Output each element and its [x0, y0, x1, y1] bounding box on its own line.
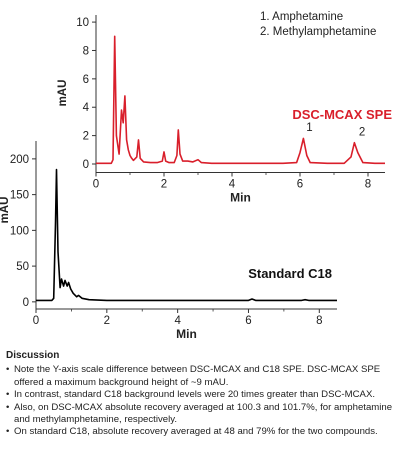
legend-entry: 2. Methylamphetamine — [260, 26, 376, 38]
y-tick-label: 10 — [76, 17, 89, 29]
discussion-bullet: Note the Y-axis scale difference between… — [6, 364, 408, 389]
y-tick-label: 6 — [83, 74, 89, 86]
y-tick-label: 0 — [83, 159, 89, 171]
y-axis-label: mAU — [57, 80, 69, 107]
y-tick-label: 100 — [10, 225, 29, 237]
x-tick-label: 6 — [245, 315, 251, 327]
chromatogram-trace — [36, 168, 337, 302]
x-tick-label: 4 — [229, 179, 236, 191]
y-tick-label: 150 — [10, 190, 29, 202]
x-tick-label: 0 — [33, 315, 39, 327]
discussion-title: Discussion — [6, 350, 60, 361]
x-tick-label: 2 — [161, 179, 167, 191]
peak-label: 1 — [306, 122, 312, 134]
y-tick-label: 8 — [83, 45, 89, 57]
x-tick-label: 6 — [297, 179, 303, 191]
x-tick-label: 8 — [316, 315, 322, 327]
y-tick-label: 200 — [10, 154, 29, 166]
y-tick-label: 0 — [23, 297, 29, 309]
x-tick-label: 8 — [365, 179, 371, 191]
legend-entry: 1. Amphetamine — [260, 11, 343, 23]
y-tick-label: 2 — [83, 131, 89, 143]
x-tick-label: 4 — [174, 315, 181, 327]
x-tick-label: 0 — [93, 179, 99, 191]
y-axis-label: mAU — [0, 197, 11, 224]
y-tick-label: 50 — [16, 261, 29, 273]
x-axis-label: Min — [176, 327, 197, 341]
x-tick-label: 2 — [104, 315, 110, 327]
chromatogram-trace — [96, 35, 385, 165]
discussion-bullet: On standard C18, absolute recovery avera… — [6, 426, 408, 439]
y-tick-label: 4 — [83, 102, 90, 114]
series-name-label: Standard C18 — [248, 266, 332, 281]
peak-label: 2 — [359, 126, 365, 138]
discussion-section: Discussion Note the Y-axis scale differe… — [6, 350, 408, 439]
x-axis-label: Min — [230, 191, 251, 205]
discussion-bullet: In contrast, standard C18 background lev… — [6, 389, 408, 402]
discussion-bullet: Also, on DSC-MCAX absolute recovery aver… — [6, 402, 408, 427]
series-name-label: DSC-MCAX SPE — [292, 107, 392, 122]
